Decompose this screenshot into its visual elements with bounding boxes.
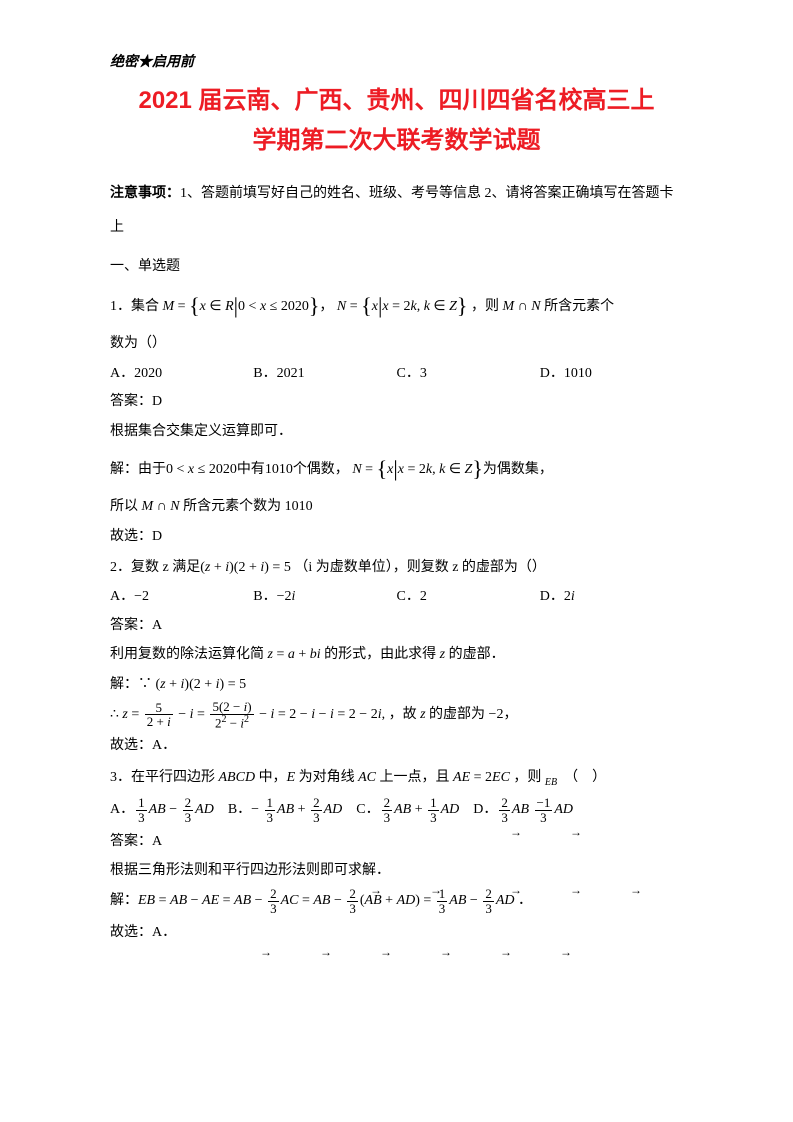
q1-tail: ，则 M ∩ N 所含元素个 <box>471 299 614 314</box>
q1-prefix: 1．集合 <box>110 299 159 314</box>
section-head: 一、单选题 <box>110 254 683 281</box>
q3-opt-d: D．23AB −13AD <box>473 794 573 826</box>
notice-label: 注意事项： <box>110 184 180 200</box>
q2-expl1: 利用复数的除法运算化简 z = a + bi 的形式，由此求得 z 的虚部． <box>110 640 683 669</box>
q1-mid: ， <box>319 299 333 314</box>
q2-opt-a: A．−2 <box>110 584 253 611</box>
q3-opt-a: A．13AB − 23AD <box>110 794 214 826</box>
question-1: 1．集合 M = {x ∈ R|0 < x ≤ 2020}， N = {x|x … <box>110 283 683 551</box>
q2-opt-c: C．2 <box>397 584 540 611</box>
q1-expl3: 所以 M ∩ N 所含元素个数为 1010 <box>110 492 683 521</box>
q3-answer: 答案：A <box>110 827 683 856</box>
q1-set-n: N <box>337 299 346 314</box>
q1-opt-b: B．2021 <box>253 361 396 388</box>
q1-set-m: M <box>163 299 175 314</box>
q1-expl1: 根据集合交集定义运算即可． <box>110 417 683 446</box>
notice-text: 1、答题前填写好自己的姓名、班级、考号等信息 2、请将答案正确填写在答题卡上 <box>110 186 674 235</box>
q3-sel: 故选：A． <box>110 918 683 947</box>
title-line-2: 学期第二次大联考数学试题 <box>253 127 541 154</box>
question-3: 3．在平行四边形 ABCD 中，E 为对角线 AC 上一点，且 AE = 2EC… <box>110 763 683 947</box>
question-2: 2．复数 z 满足(z + i)(2 + i) = 5 （i 为虚数单位），则复… <box>110 553 683 761</box>
q1-stem: 1．集合 M = {x ∈ R|0 < x ≤ 2020}， N = {x|x … <box>110 283 683 329</box>
q1-answer: 答案：D <box>110 387 683 416</box>
q1-opt-a: A．2020 <box>110 361 253 388</box>
exam-title: 2021 届云南、广西、贵州、四川四省名校高三上 学期第二次大联考数学试题 <box>110 81 683 163</box>
q1-opt-c: C．3 <box>397 361 540 388</box>
q3-options: A．13AB − 23AD B．− 13AB + 23AD C．23AB + 1… <box>110 794 683 826</box>
q2-opt-d: D．2i <box>540 584 683 611</box>
q3-expl2: 解：EB = AB − AE = AB − 23AC = AB − 23(AB … <box>110 885 683 917</box>
secrecy-line: 绝密★启用前 <box>110 50 683 77</box>
title-line-1: 2021 届云南、广西、贵州、四川四省名校高三上 <box>138 87 654 114</box>
q2-sel: 故选：A． <box>110 731 683 760</box>
q2-expl3-tail: ，故 z 的虚部为 −2， <box>389 707 518 722</box>
q3-opt-b: B．− 13AB + 23AD <box>228 794 342 826</box>
q1-options: A．2020 B．2021 C．3 D．1010 <box>110 361 683 388</box>
q1-sel: 故选：D <box>110 522 683 551</box>
q2-expl3: ∴ z = 52 + i − i = 5(2 − i)22 − i2 − i =… <box>110 699 683 731</box>
q1-tail2: 数为（） <box>110 329 683 358</box>
q3-expl1: 根据三角形法则和平行四边形法则即可求解． <box>110 856 683 885</box>
q2-opt-b: B．−2i <box>253 584 396 611</box>
exam-page: 绝密★启用前 2021 届云南、广西、贵州、四川四省名校高三上 学期第二次大联考… <box>0 0 793 1122</box>
q2-stem: 2．复数 z 满足(z + i)(2 + i) = 5 （i 为虚数单位），则复… <box>110 553 683 582</box>
q3-opt-c: C．23AB + 13AD <box>356 794 459 826</box>
notice-block: 注意事项：1、答题前填写好自己的姓名、班级、考号等信息 2、请将答案正确填写在答… <box>110 176 683 244</box>
q1-expl2: 解：由于0 < x ≤ 2020中有1010个偶数， N = {x|x = 2k… <box>110 446 683 492</box>
q1-opt-d: D．1010 <box>540 361 683 388</box>
q2-options: A．−2 B．−2i C．2 D．2i <box>110 584 683 611</box>
q3-stem: 3．在平行四边形 ABCD 中，E 为对角线 AC 上一点，且 AE = 2EC… <box>110 763 683 793</box>
q2-expl2: 解：∵ (z + i)(2 + i) = 5 <box>110 670 683 699</box>
q2-answer: 答案：A <box>110 611 683 640</box>
